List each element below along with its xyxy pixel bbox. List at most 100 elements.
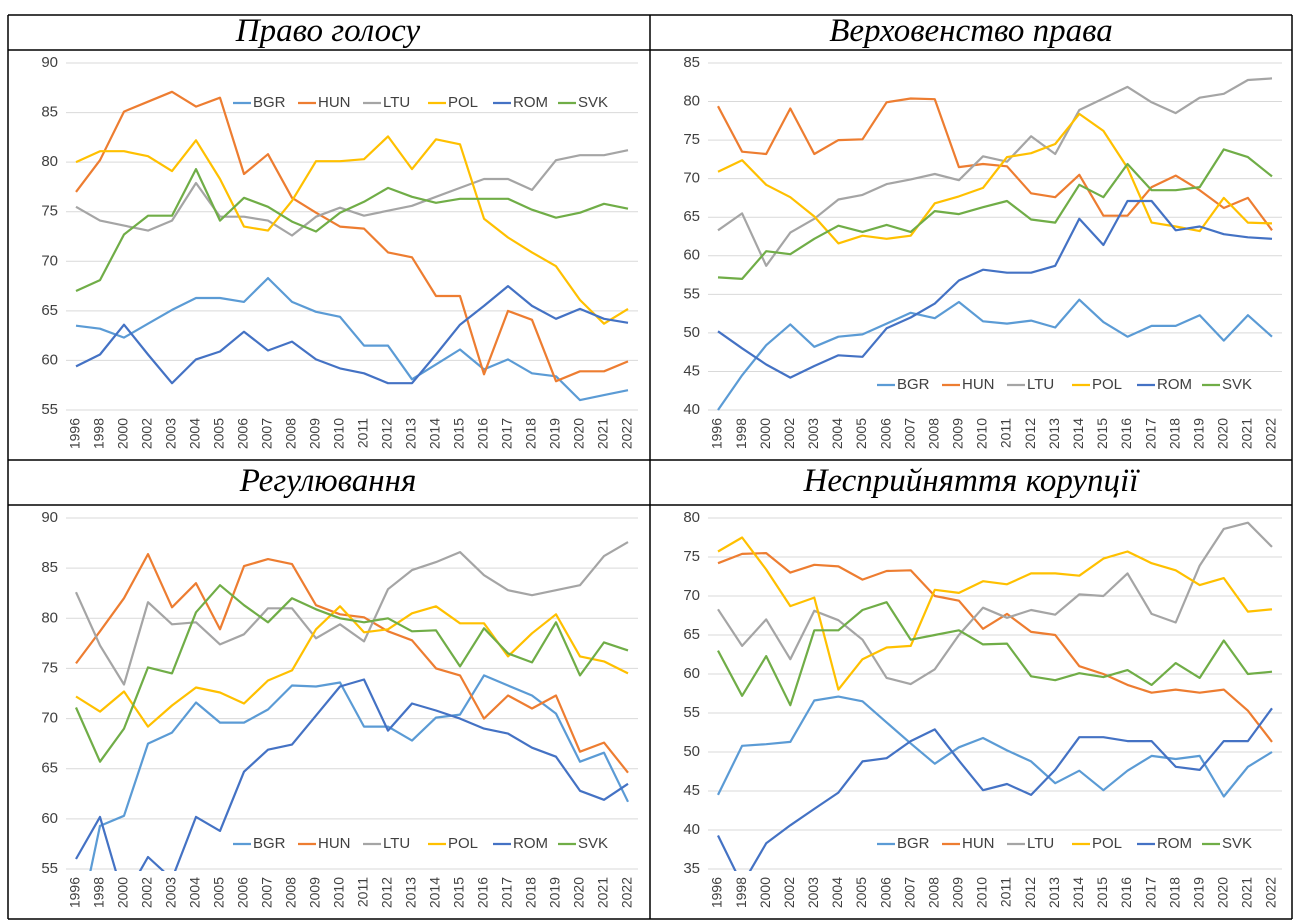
chart-title: Верховенство права xyxy=(829,13,1113,49)
x-tick-label: 2019 xyxy=(547,418,563,449)
y-tick-label: 75 xyxy=(41,659,58,676)
x-tick-label: 2022 xyxy=(1263,877,1279,908)
legend-label: HUN xyxy=(962,376,995,393)
x-tick-label: 1998 xyxy=(733,877,749,908)
series-line xyxy=(717,148,1273,280)
x-tick-label: 2005 xyxy=(211,877,227,908)
x-tick-label: 2006 xyxy=(877,877,893,908)
x-tick-label: 2014 xyxy=(1070,418,1086,449)
y-tick-label: 60 xyxy=(41,810,58,827)
x-tick-label: 1998 xyxy=(733,418,749,449)
y-tick-label: 85 xyxy=(683,54,700,71)
legend-label: HUN xyxy=(318,835,351,852)
x-tick-label: 2020 xyxy=(1215,418,1231,449)
legend-label: POL xyxy=(1092,835,1122,852)
series-line xyxy=(717,112,1273,245)
legend-label: BGR xyxy=(253,835,286,852)
x-tick-label: 2021 xyxy=(595,877,611,908)
x-tick-label: 2017 xyxy=(1142,877,1158,908)
x-tick-label: 2011 xyxy=(998,877,1014,907)
y-tick-label: 70 xyxy=(683,170,700,187)
legend-label: ROM xyxy=(1157,376,1192,393)
series-line xyxy=(717,536,1273,691)
legend-label: SVK xyxy=(578,835,608,852)
x-tick-label: 2004 xyxy=(829,877,845,908)
x-tick-label: 2010 xyxy=(331,418,347,449)
legend-label: LTU xyxy=(383,94,410,111)
x-tick-label: 1996 xyxy=(709,877,725,908)
x-tick-label: 2008 xyxy=(925,418,941,449)
legend-label: POL xyxy=(448,835,478,852)
y-tick-label: 60 xyxy=(683,247,700,264)
y-tick-label: 60 xyxy=(683,665,700,682)
series-line xyxy=(75,90,629,383)
y-tick-label: 55 xyxy=(41,860,58,877)
x-tick-label: 2003 xyxy=(163,877,179,908)
plot xyxy=(74,541,629,871)
chart-title: Регулювання xyxy=(239,463,417,499)
x-tick-label: 2002 xyxy=(781,877,797,908)
x-tick-label: 2004 xyxy=(187,877,203,908)
chart-title: Право голосу xyxy=(235,13,421,49)
legend-label: HUN xyxy=(962,835,995,852)
y-tick-label: 70 xyxy=(41,710,58,727)
x-tick-label: 2014 xyxy=(1070,877,1086,908)
x-tick-label: 2021 xyxy=(1239,877,1255,908)
x-tick-label: 2017 xyxy=(499,418,515,449)
y-tick-label: 55 xyxy=(41,401,58,418)
x-tick-label: 2008 xyxy=(283,418,299,449)
x-tick-label: 2004 xyxy=(187,418,203,449)
x-tick-label: 2007 xyxy=(901,877,917,908)
plot xyxy=(717,77,1273,411)
legend-label: ROM xyxy=(513,94,548,111)
y-tick-label: 65 xyxy=(41,302,58,319)
x-tick-label: 2019 xyxy=(1190,418,1206,449)
legend-label: BGR xyxy=(897,376,930,393)
x-tick-label: 2020 xyxy=(1215,877,1231,908)
y-tick-label: 40 xyxy=(683,821,700,838)
y-tick-label: 65 xyxy=(683,626,700,643)
x-tick-label: 2013 xyxy=(1046,877,1062,908)
series-line xyxy=(717,695,1273,798)
legend-label: BGR xyxy=(897,835,930,852)
x-tick-label: 2009 xyxy=(950,877,966,908)
x-tick-label: 2021 xyxy=(1239,418,1255,449)
series-line xyxy=(75,553,629,774)
y-tick-label: 35 xyxy=(683,860,700,877)
series-line xyxy=(75,678,629,871)
series-line xyxy=(74,584,629,763)
y-tick-label: 70 xyxy=(683,587,700,604)
x-tick-label: 2013 xyxy=(1046,418,1062,449)
legend-label: SVK xyxy=(1222,835,1252,852)
x-tick-label: 2020 xyxy=(571,877,587,908)
legend-label: POL xyxy=(448,94,478,111)
x-tick-label: 2022 xyxy=(1263,418,1279,449)
y-tick-label: 70 xyxy=(41,252,58,269)
series-line xyxy=(75,135,629,325)
x-tick-label: 2016 xyxy=(1118,418,1134,449)
y-tick-label: 45 xyxy=(683,362,700,379)
y-tick-label: 50 xyxy=(683,743,700,760)
y-tick-label: 75 xyxy=(41,203,58,220)
legend-label: SVK xyxy=(578,94,608,111)
x-tick-label: 2010 xyxy=(974,418,990,449)
x-tick-label: 2022 xyxy=(619,877,635,908)
legend-label: BGR xyxy=(253,94,286,111)
legend-label: ROM xyxy=(513,835,548,852)
legend-label: LTU xyxy=(383,835,410,852)
x-tick-label: 2007 xyxy=(901,418,917,449)
series-line xyxy=(74,541,629,686)
x-tick-label: 2013 xyxy=(403,418,419,449)
x-tick-label: 2010 xyxy=(331,877,347,908)
plot xyxy=(75,90,629,402)
x-tick-label: 2010 xyxy=(974,877,990,908)
x-tick-label: 1996 xyxy=(67,877,83,908)
series-line xyxy=(717,601,1273,707)
x-tick-label: 2012 xyxy=(1022,418,1038,449)
x-tick-label: 2007 xyxy=(259,877,275,908)
x-tick-label: 2021 xyxy=(595,418,611,449)
series-line xyxy=(75,168,629,293)
y-tick-label: 75 xyxy=(683,131,700,148)
series-line xyxy=(717,77,1273,267)
